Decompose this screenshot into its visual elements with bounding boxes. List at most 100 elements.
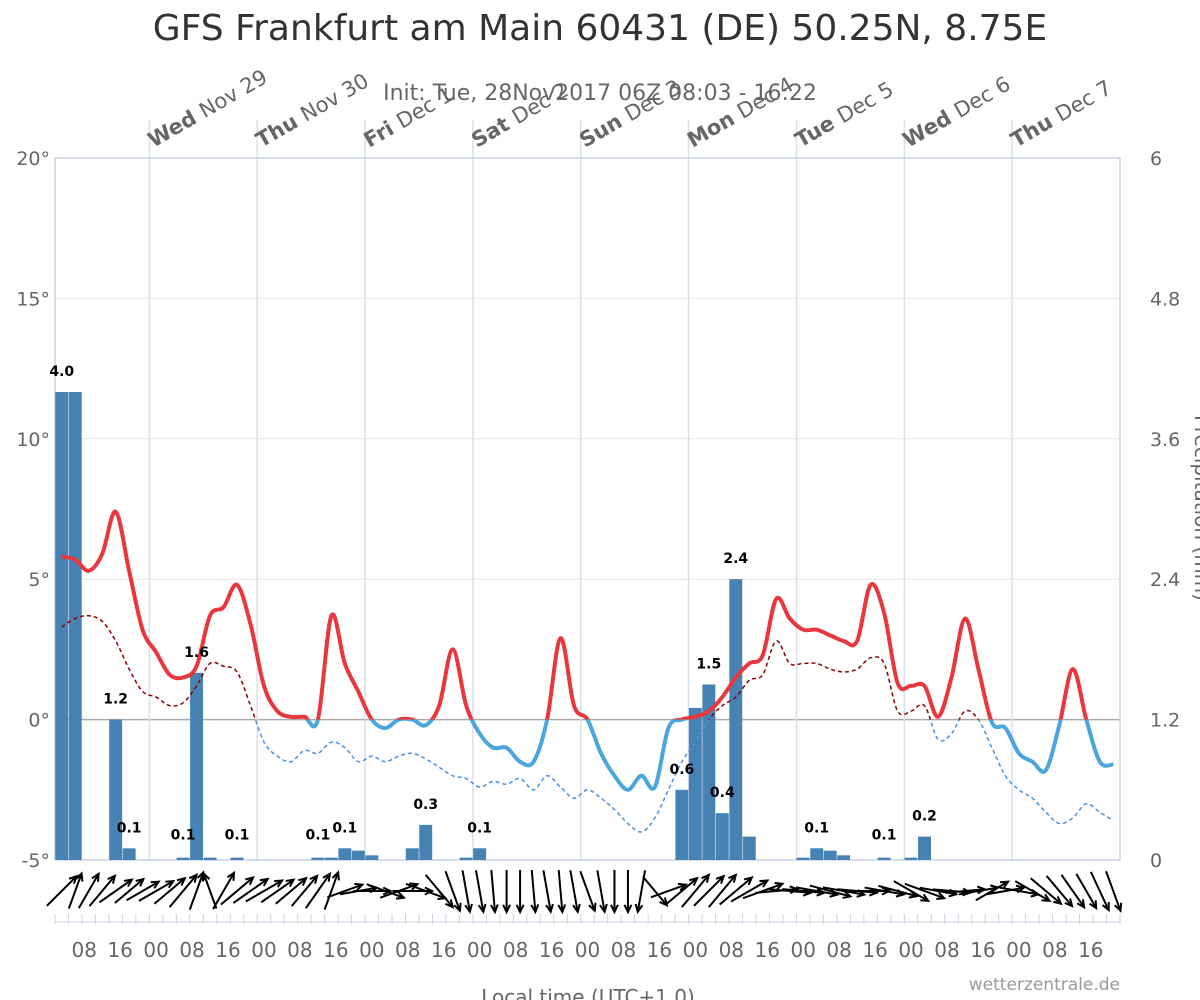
wind-arrow-shaft (708, 874, 737, 908)
wind-arrow (232, 877, 270, 904)
x-tick-label: 00 (683, 938, 708, 962)
wind-arrow (693, 874, 726, 907)
precip-bar (796, 857, 810, 860)
wind-arrow-head (285, 878, 296, 888)
x-tick-label: 16 (862, 938, 887, 962)
wind-arrow (1075, 873, 1098, 911)
wind-arrow (502, 870, 511, 915)
wind-arrow-head (424, 886, 435, 896)
precip-bar (459, 857, 473, 860)
wind-arrow (623, 870, 633, 915)
wind-arrow-shaft (782, 888, 825, 894)
x-tick-label: 16 (539, 938, 564, 962)
wind-arrow-head (502, 904, 511, 915)
x-tick-label: 16 (647, 938, 672, 962)
wind-arrow (975, 880, 1011, 902)
precip-bar (688, 707, 702, 860)
x-tick-label: 16 (755, 938, 780, 962)
precip-label: 0.1 (171, 827, 196, 843)
x-tick-label: 16 (323, 938, 348, 962)
day-label-date: Dec 5 (833, 77, 898, 128)
day-label-date: Nov 30 (296, 69, 372, 127)
wind-arrow-shaft (212, 872, 235, 910)
wind-arrow-shaft (366, 883, 405, 899)
day-label-date: Dec 6 (950, 72, 1015, 123)
wind-arrow-head (557, 904, 567, 915)
precip-label: 0.1 (225, 827, 250, 843)
wind-arrow (650, 882, 689, 899)
wind-arrow-head (445, 899, 455, 909)
wind-arrow-head (1064, 898, 1074, 908)
wind-arrow-head (623, 904, 633, 915)
wind-arrow (730, 879, 770, 903)
wind-arrow (708, 873, 738, 908)
wind-arrow-head (274, 879, 285, 888)
wind-arrow-shaft (323, 872, 340, 910)
wind-arrow-head (530, 904, 540, 915)
precip-bar (190, 672, 204, 860)
precip-bar (405, 848, 419, 860)
day-label-dow: Wed (899, 102, 962, 152)
wind-arrow (424, 874, 455, 909)
wind-arrow (666, 876, 699, 905)
wind-arrow-head (464, 903, 473, 914)
wind-arrow-head (715, 874, 726, 885)
wind-arrow-head (842, 890, 853, 899)
wind-arrows (46, 869, 1123, 915)
wind-arrow-head (477, 903, 487, 914)
precip-bar (729, 579, 743, 860)
wind-arrow (366, 883, 407, 900)
precipitation-labels: 4.01.20.1 0.11.60.1 0.1 0.10.30.10.61.50.42… (49, 364, 937, 843)
wind-arrow-head (1053, 896, 1063, 906)
wind-arrow-head (259, 877, 270, 887)
wind-arrow-shaft (327, 883, 363, 899)
wind-arrow-shaft (405, 882, 446, 900)
wind-arrow (579, 870, 597, 913)
wind-arrow-head (226, 870, 236, 881)
wind-arrow-shaft (275, 877, 307, 905)
x-tick-label: 16 (970, 938, 995, 962)
wind-arrow (681, 873, 711, 908)
wind-arrow-shaft (114, 878, 145, 904)
precip-bar (365, 855, 379, 860)
wind-arrow-shaft (168, 874, 198, 908)
day-label: Wed Dec 6 (899, 72, 1015, 153)
wind-arrow (114, 877, 146, 904)
wind-arrow-head (75, 871, 84, 882)
wind-arrow-head (677, 882, 689, 892)
x-tick-label: 00 (251, 938, 276, 962)
credit-label: wetterzentrale.de (969, 975, 1120, 995)
precipitation-bars (55, 392, 931, 860)
wind-arrow-head (1101, 902, 1110, 913)
wind-arrow-shaft (490, 869, 496, 913)
wind-arrow (444, 870, 462, 913)
y-axis-left: 20° 15° 10° 5° 0° -5° (16, 148, 50, 872)
wind-arrow-shaft (557, 869, 564, 913)
precip-label: 1.6 (184, 645, 209, 661)
x-tick-label: 08 (71, 938, 96, 962)
precip-bar (109, 719, 123, 860)
wind-arrow (98, 878, 134, 904)
y-tick-left: 5° (28, 569, 50, 591)
wind-arrow-head (572, 903, 581, 914)
x-tick-label: 08 (934, 938, 959, 962)
precip-bar (675, 789, 689, 860)
precip-bar (230, 857, 244, 860)
precip-bar (810, 848, 824, 860)
x-tick-label: 08 (719, 938, 744, 962)
wind-arrow (275, 876, 308, 905)
wind-arrow (809, 884, 853, 899)
y-tick-right: 4.8 (1150, 288, 1180, 310)
wind-arrow (542, 870, 554, 914)
wind-arrow-head (1076, 899, 1086, 910)
x-tick-label: 00 (467, 938, 492, 962)
wind-arrow-head (490, 904, 499, 915)
precip-label: 1.2 (103, 692, 128, 708)
wind-arrow (530, 869, 540, 915)
wind-arrow-head (331, 870, 340, 881)
precip-label: 0.6 (669, 762, 694, 778)
x-tick-label: 00 (898, 938, 923, 962)
wind-arrow-shaft (986, 886, 1024, 896)
wind-arrow-head (689, 876, 699, 886)
